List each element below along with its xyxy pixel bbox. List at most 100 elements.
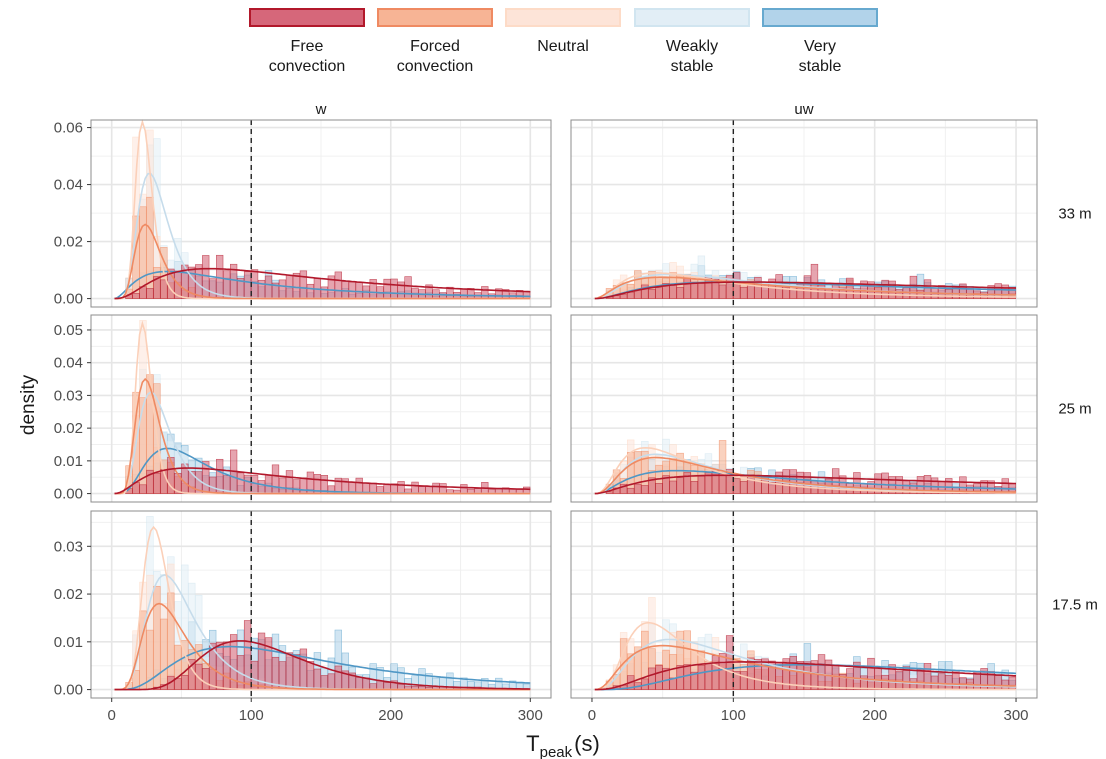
histogram-bar: [174, 678, 182, 690]
row-strips: 33 m 25 m 17.5 m: [1052, 206, 1098, 614]
density-curve: [114, 377, 531, 495]
x-tick-label: 0: [588, 707, 596, 724]
histogram-bar: [831, 283, 840, 299]
histogram-bar: [160, 279, 168, 299]
histogram-bar: [257, 480, 266, 494]
histogram-bar: [775, 471, 783, 494]
histogram-bar: [313, 668, 321, 690]
histogram-bar: [690, 281, 698, 299]
histogram-bar: [634, 483, 642, 494]
panel-border: [90, 314, 552, 503]
histogram-bar: [718, 284, 727, 299]
histogram-bar: [202, 255, 210, 299]
histogram-bar: [627, 487, 635, 494]
histogram-bar: [711, 470, 720, 494]
histogram-bar: [641, 485, 649, 494]
histogram-bar: [167, 457, 175, 494]
histogram-bar: [817, 654, 826, 690]
y-tick-label: 0.04: [54, 177, 83, 194]
histogram-bar: [278, 477, 287, 494]
x-tick-label: 300: [1004, 707, 1029, 724]
density-curve: [594, 474, 1016, 495]
histogram-bar: [909, 678, 918, 690]
histogram-bar: [153, 472, 161, 494]
legend-item: Very stable: [762, 8, 878, 75]
histogram-bar: [348, 281, 356, 299]
density-curve: [594, 281, 1017, 300]
density-curve: [594, 456, 1016, 495]
histogram-bar: [278, 279, 287, 299]
density-curve: [114, 267, 531, 300]
histogram-bar: [209, 476, 217, 494]
histogram-bar: [160, 618, 168, 690]
density-curve: [594, 469, 1017, 495]
row-strip-label: 33 m: [1058, 206, 1091, 223]
histogram-bar: [292, 654, 301, 690]
x-tick-label: 0: [108, 707, 116, 724]
histogram-bar: [397, 481, 405, 494]
density-curve: [594, 276, 1017, 300]
facet-panel: [570, 510, 1038, 699]
histogram-bar: [181, 674, 189, 690]
legend-label-line2: convection: [269, 58, 346, 75]
histogram-bar: [306, 283, 315, 299]
y-tick-label: 0.06: [54, 120, 83, 137]
facet-panel: [570, 119, 1038, 308]
column-strip-label: w: [315, 101, 327, 118]
histogram-bar: [690, 481, 698, 494]
histogram-bar: [740, 671, 748, 690]
histogram-bar: [916, 289, 925, 299]
legend-swatch: [249, 8, 365, 27]
histogram-bar: [945, 478, 953, 494]
facet-panel: [90, 510, 552, 699]
y-tick-label: 0.04: [54, 355, 83, 372]
density-curve: [114, 270, 531, 300]
histogram-bar: [327, 673, 335, 690]
histogram-bar: [523, 486, 531, 494]
x-tick-label: 200: [378, 707, 403, 724]
density-curve: [594, 661, 1017, 691]
density-curve: [114, 602, 531, 691]
density-curve: [114, 640, 531, 691]
y-tick-label: 0.01: [54, 634, 83, 651]
histogram-bar: [697, 665, 706, 690]
histogram-bar: [223, 270, 231, 299]
row-strip-label: 25 m: [1058, 401, 1091, 418]
histogram-bar: [264, 275, 273, 299]
histogram-bar: [355, 677, 363, 690]
panel-border: [90, 510, 552, 699]
histogram-bar: [648, 288, 656, 299]
histogram-bar: [860, 675, 868, 690]
histogram-bar: [334, 271, 342, 299]
histogram-bar: [202, 668, 210, 690]
histogram-bar: [697, 475, 706, 494]
legend-swatch: [505, 8, 621, 27]
y-tick-label: 0.02: [54, 234, 83, 251]
histogram-bar: [669, 480, 677, 494]
histogram-bar: [754, 276, 762, 299]
histogram-bar: [697, 283, 706, 299]
x-axis-title-subscript: peak: [540, 744, 573, 759]
histogram-bar: [209, 278, 217, 299]
histogram-bar: [334, 665, 342, 690]
histogram-bar: [676, 477, 684, 494]
histogram-bar: [740, 286, 748, 299]
facet-panel: [570, 314, 1038, 503]
panels: [90, 119, 1038, 699]
legend-item: Forced convection: [377, 8, 493, 75]
histogram-bar: [292, 272, 301, 299]
panel-border: [570, 119, 1038, 308]
histogram-bar: [888, 280, 896, 299]
histogram-bar: [523, 291, 531, 299]
histogram-bar: [683, 664, 691, 690]
y-tick-label: 0.03: [54, 538, 83, 555]
histogram-bar: [285, 652, 294, 690]
histogram-bar: [881, 279, 889, 299]
legend-label-line2: stable: [671, 58, 714, 75]
x-axis-title-unit: (s): [574, 731, 600, 756]
histogram-bar: [916, 669, 925, 690]
histogram-bar: [655, 483, 663, 494]
y-tick-label: 0.00: [54, 291, 83, 308]
histogram-bar: [481, 286, 489, 299]
